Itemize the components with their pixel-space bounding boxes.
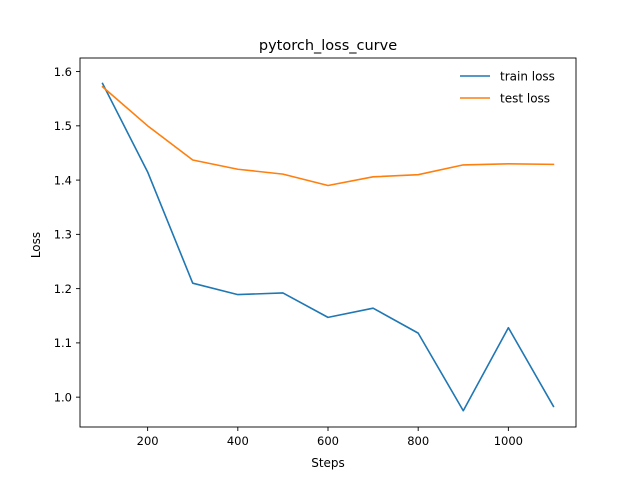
series-line-2 (101, 85, 555, 187)
legend-label-1: train loss (500, 70, 555, 84)
x-tick-label: 600 (317, 434, 339, 448)
x-axis-label: Steps (311, 456, 345, 470)
y-tick-label: 1.1 (54, 336, 72, 350)
x-tick-label: 200 (137, 434, 159, 448)
y-tick-label: 1.3 (54, 228, 72, 242)
legend-label-2: test loss (500, 92, 550, 106)
y-tick-label: 1.0 (54, 390, 72, 404)
y-axis-label: Loss (29, 232, 43, 258)
y-tick-label: 1.5 (54, 119, 72, 133)
y-tick-label: 1.6 (54, 65, 72, 79)
series-line-1 (101, 82, 555, 412)
legend: train loss test loss (460, 70, 555, 106)
chart-title: pytorch_loss_curve (259, 38, 397, 54)
series-layer (101, 82, 555, 412)
y-tick-label: 1.4 (54, 173, 72, 187)
x-tick-label: 400 (227, 434, 249, 448)
x-tick-label: 1000 (494, 434, 523, 448)
x-tick-label: 800 (407, 434, 429, 448)
y-tick-label: 1.2 (54, 282, 72, 296)
axes-layer: 200 400 600 800 1000 1.0 1.1 1.2 1.3 1.4 1.5 1.6 (54, 57, 577, 448)
